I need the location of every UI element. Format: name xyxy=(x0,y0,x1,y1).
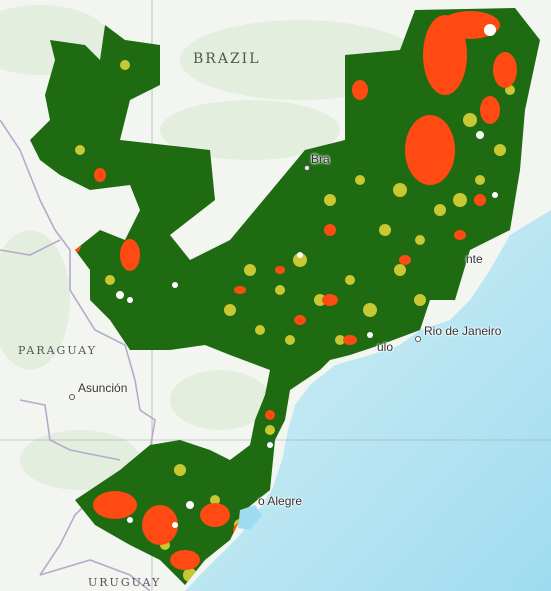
city-marker-asuncion[interactable] xyxy=(69,394,75,400)
ocean xyxy=(185,210,551,591)
country-label-paraguay: PARAGUAY xyxy=(18,344,98,357)
city-marker-rio[interactable] xyxy=(415,336,421,342)
city-label-belo-horizonte: nte xyxy=(466,252,483,266)
lagoon xyxy=(238,505,262,530)
country-label-brazil: BRAZIL xyxy=(193,51,261,67)
high-risk-areas xyxy=(69,11,517,570)
city-label-brasilia: Bra xyxy=(311,152,330,166)
non-forest-gaps xyxy=(116,24,498,528)
city-marker-brasilia[interactable] xyxy=(304,165,310,171)
city-label-sao-paulo: ulo xyxy=(377,340,394,354)
city-label-porto-alegre: o Alegre xyxy=(258,494,303,508)
city-label-asuncion: Asunción xyxy=(78,381,128,395)
country-label-uruguay: URUGUAY xyxy=(88,576,162,589)
city-label-rio: Rio de Janeiro xyxy=(424,324,502,338)
